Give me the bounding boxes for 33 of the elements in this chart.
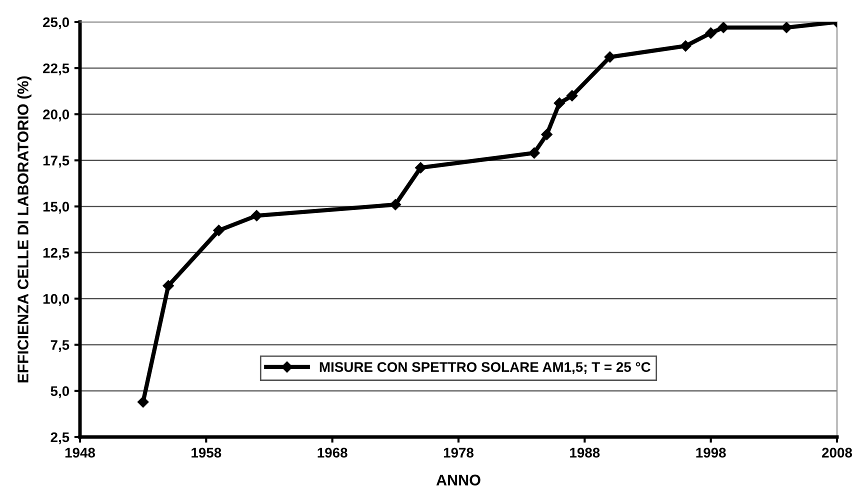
y-tick-label: 22,5 [43, 63, 70, 76]
x-tick-label: 1958 [192, 448, 222, 458]
y-tick-label: 17,5 [43, 156, 70, 168]
x-tick-label: 2008 [822, 448, 852, 458]
y-tick-label: 7,5 [50, 340, 70, 352]
point [541, 128, 552, 140]
point [554, 98, 566, 109]
point [162, 280, 174, 292]
point [251, 210, 262, 222]
x-tick-label: 1988 [570, 448, 600, 458]
y-tick-label: 5,0 [50, 386, 70, 398]
y-tick-label: 20,0 [43, 110, 70, 122]
point [213, 224, 224, 236]
x-tick-label: 1998 [696, 448, 726, 458]
y-tick-label: 25,0 [43, 17, 70, 30]
x-tick-label: 1978 [444, 448, 474, 458]
point [680, 40, 692, 52]
point [415, 162, 426, 174]
y-axis-title: EFFICIENZA CELLE DI LABORATORIO (%) [17, 76, 32, 382]
y-tick-label: 12,5 [43, 248, 70, 260]
point [528, 147, 540, 159]
y-tick-label: 10,0 [43, 294, 70, 306]
point [390, 198, 402, 210]
point [137, 396, 149, 408]
y-tick-label: 2,5 [50, 432, 70, 444]
legend-label: MISURE CON SPETTRO SOLARE AM1,5; T = 25 °C [320, 362, 650, 374]
point [705, 27, 716, 39]
point [604, 51, 616, 63]
x-tick-label: 1948 [65, 448, 96, 458]
x-axis-title: ANNO [436, 474, 480, 486]
x-tick-label: 1968 [318, 448, 348, 458]
y-tick-label: 15,0 [43, 202, 70, 214]
point [566, 90, 578, 102]
